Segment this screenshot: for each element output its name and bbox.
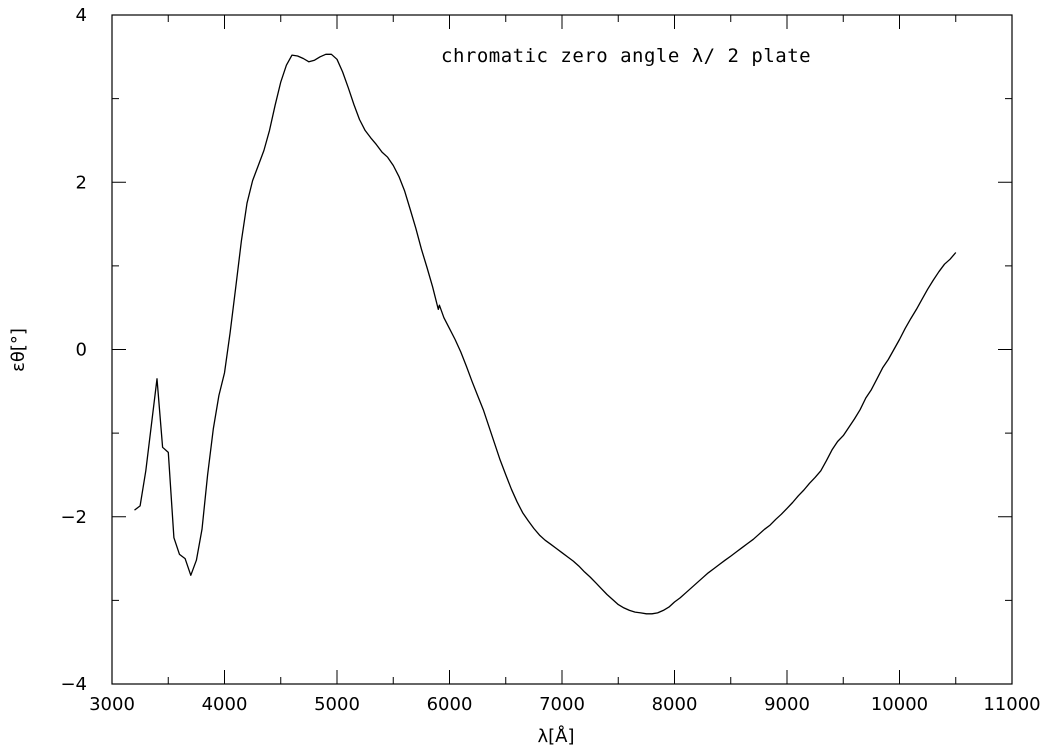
tick-labels: 3000 4000 5000 6000 7000 8000 9000 10000 11000 −4… (60, 5, 1040, 715)
x-axis-label: λ[Å] (537, 725, 574, 747)
x-tick-label: 3000 (89, 694, 135, 715)
x-tick-label: 6000 (427, 694, 473, 715)
x-tick-label: 4000 (202, 694, 248, 715)
x-tick-label: 8000 (652, 694, 698, 715)
y-tick-label: 0 (76, 340, 87, 361)
chart-annotation: chromatic zero angle λ/ 2 plate (441, 45, 811, 67)
x-tick-label: 9000 (764, 694, 810, 715)
series (134, 53, 957, 615)
y-axis-label: εθ[°] (8, 328, 29, 372)
y-tick-label: 4 (76, 5, 87, 26)
y-tick-label: −2 (60, 507, 87, 528)
y-tick-label: −4 (60, 674, 87, 695)
ticks (111, 14, 1013, 685)
data-line (134, 53, 957, 615)
x-tick-label: 11000 (983, 694, 1040, 715)
x-tick-label: 5000 (314, 694, 360, 715)
x-tick-label: 7000 (539, 694, 585, 715)
y-tick-label: 2 (76, 172, 87, 193)
x-tick-label: 10000 (871, 694, 928, 715)
